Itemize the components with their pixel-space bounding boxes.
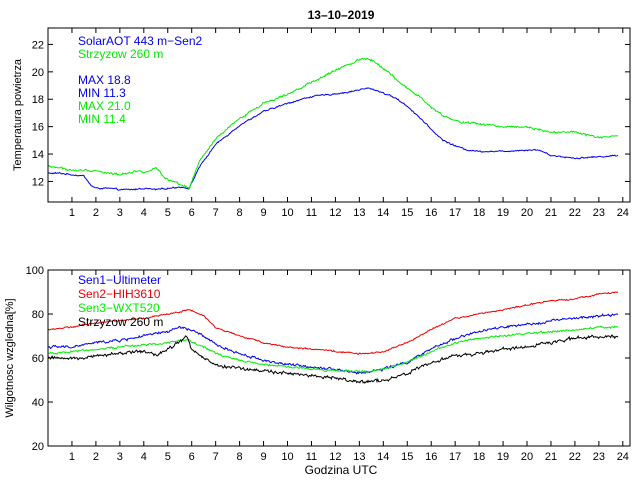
temperature-series-line-2 bbox=[47, 57, 619, 190]
temperature-x-tick-label: 8 bbox=[237, 207, 243, 219]
temperature-x-tick-label: 21 bbox=[545, 207, 557, 219]
humidity-x-tick-label: 14 bbox=[377, 451, 389, 463]
temperature-x-tick-label: 3 bbox=[117, 207, 123, 219]
temperature-legend-entry-2: Strzyzow 260 m bbox=[78, 47, 163, 61]
temperature-y-tick-label: 16 bbox=[32, 122, 44, 134]
humidity-x-tick-label: 9 bbox=[260, 451, 266, 463]
humidity-series-line-1 bbox=[47, 313, 619, 375]
figure-title: 13–10–2019 bbox=[308, 8, 375, 22]
humidity-x-tick-label: 16 bbox=[425, 451, 437, 463]
humidity-legend-entry-1: Sen1−Ultimeter bbox=[78, 273, 161, 287]
temperature-x-tick-label: 5 bbox=[165, 207, 171, 219]
humidity-legend-entry-3: Sen3−WXT520 bbox=[78, 301, 160, 315]
temperature-x-tick-label: 23 bbox=[593, 207, 605, 219]
humidity-x-tick-label: 24 bbox=[617, 451, 629, 463]
humidity-x-tick-label: 23 bbox=[593, 451, 605, 463]
temperature-max-blue: MAX 18.8 bbox=[78, 73, 131, 87]
humidity-x-tick-label: 15 bbox=[401, 451, 413, 463]
temperature-series-line-1 bbox=[47, 87, 619, 191]
humidity-x-tick-label: 5 bbox=[165, 451, 171, 463]
humidity-x-tick-label: 7 bbox=[213, 451, 219, 463]
humidity-y-tick-label: 100 bbox=[26, 265, 44, 277]
temperature-x-tick-label: 19 bbox=[497, 207, 509, 219]
humidity-x-tick-label: 3 bbox=[117, 451, 123, 463]
temperature-y-tick-label: 22 bbox=[32, 39, 44, 51]
temperature-x-tick-label: 10 bbox=[281, 207, 293, 219]
temperature-x-tick-label: 11 bbox=[306, 207, 317, 219]
humidity-x-label: Godzina UTC bbox=[305, 463, 378, 477]
humidity-x-tick-label: 8 bbox=[237, 451, 243, 463]
humidity-x-tick-label: 17 bbox=[449, 451, 461, 463]
temperature-x-tick-label: 18 bbox=[473, 207, 485, 219]
temperature-max-green: MAX 21.0 bbox=[78, 99, 131, 113]
temperature-x-tick-label: 20 bbox=[521, 207, 533, 219]
temperature-x-tick-label: 4 bbox=[141, 207, 147, 219]
temperature-x-tick-label: 22 bbox=[569, 207, 581, 219]
temperature-x-tick-label: 9 bbox=[260, 207, 266, 219]
humidity-x-tick-label: 1 bbox=[69, 451, 75, 463]
temperature-min-blue: MIN 11.3 bbox=[78, 86, 126, 100]
temperature-frame bbox=[47, 27, 631, 203]
humidity-x-tick-label: 18 bbox=[473, 451, 485, 463]
humidity-x-tick-label: 12 bbox=[329, 451, 341, 463]
temperature-x-tick-label: 13 bbox=[353, 207, 365, 219]
humidity-x-tick-label: 6 bbox=[189, 451, 195, 463]
temperature-min-green: MIN 11.4 bbox=[78, 112, 126, 126]
temperature-x-tick-label: 1 bbox=[69, 207, 75, 219]
humidity-x-tick-label: 22 bbox=[569, 451, 581, 463]
humidity-x-tick-label: 19 bbox=[497, 451, 509, 463]
temperature-y-tick-label: 14 bbox=[32, 149, 44, 161]
humidity-x-tick-label: 4 bbox=[141, 451, 147, 463]
temperature-legend-entry-1: SolarAOT 443 m−Sen2 bbox=[78, 34, 203, 48]
humidity-series-line-4 bbox=[47, 334, 619, 384]
humidity-x-tick-label: 10 bbox=[281, 451, 293, 463]
temperature-chart: 1 2 3 4 5 6 7 8 9 10 11 12 13 14 15 16 17 18 19 20 21 22 23 241… bbox=[12, 27, 631, 219]
temperature-y-tick-label: 20 bbox=[32, 67, 44, 79]
temperature-x-tick-label: 16 bbox=[425, 207, 437, 219]
temperature-x-tick-label: 2 bbox=[93, 207, 99, 219]
temperature-series-group bbox=[47, 57, 619, 191]
temperature-x-tick-label: 24 bbox=[617, 207, 629, 219]
humidity-y-tick-label: 40 bbox=[32, 397, 44, 409]
temperature-x-tick-label: 7 bbox=[213, 207, 219, 219]
temperature-y-tick-label: 18 bbox=[32, 94, 44, 106]
humidity-series-line-2 bbox=[47, 291, 619, 355]
humidity-series-group bbox=[47, 291, 619, 384]
humidity-x-tick-label: 11 bbox=[306, 451, 317, 463]
humidity-x-tick-label: 13 bbox=[353, 451, 365, 463]
humidity-chart: 1 2 3 4 5 6 7 8 9 10 11 12 13 14 15 16 17 18 19 20 21 22 23 242… bbox=[4, 265, 631, 477]
temperature-x-tick-label: 17 bbox=[449, 207, 461, 219]
humidity-y-label: Wilgotnosc wzgledna[%] bbox=[4, 298, 16, 417]
temperature-x-tick-label: 15 bbox=[401, 207, 413, 219]
humidity-y-tick-label: 60 bbox=[32, 353, 44, 365]
humidity-plot-area bbox=[47, 269, 631, 447]
humidity-y-tick-label: 20 bbox=[32, 441, 44, 453]
humidity-x-tick-label: 21 bbox=[545, 451, 557, 463]
temperature-y-label: Temperatura powietrza bbox=[12, 58, 24, 171]
humidity-series-line-3 bbox=[47, 325, 619, 373]
humidity-legend-entry-4: Strzyzow 260 m bbox=[78, 315, 163, 329]
humidity-y-tick-label: 80 bbox=[32, 309, 44, 321]
temperature-y-tick-label: 12 bbox=[32, 176, 44, 188]
temperature-x-tick-label: 12 bbox=[329, 207, 341, 219]
humidity-legend-entry-2: Sen2−HIH3610 bbox=[78, 287, 161, 301]
temperature-x-tick-label: 6 bbox=[189, 207, 195, 219]
temperature-x-tick-label: 14 bbox=[377, 207, 389, 219]
humidity-x-tick-label: 2 bbox=[93, 451, 99, 463]
humidity-x-tick-label: 20 bbox=[521, 451, 533, 463]
